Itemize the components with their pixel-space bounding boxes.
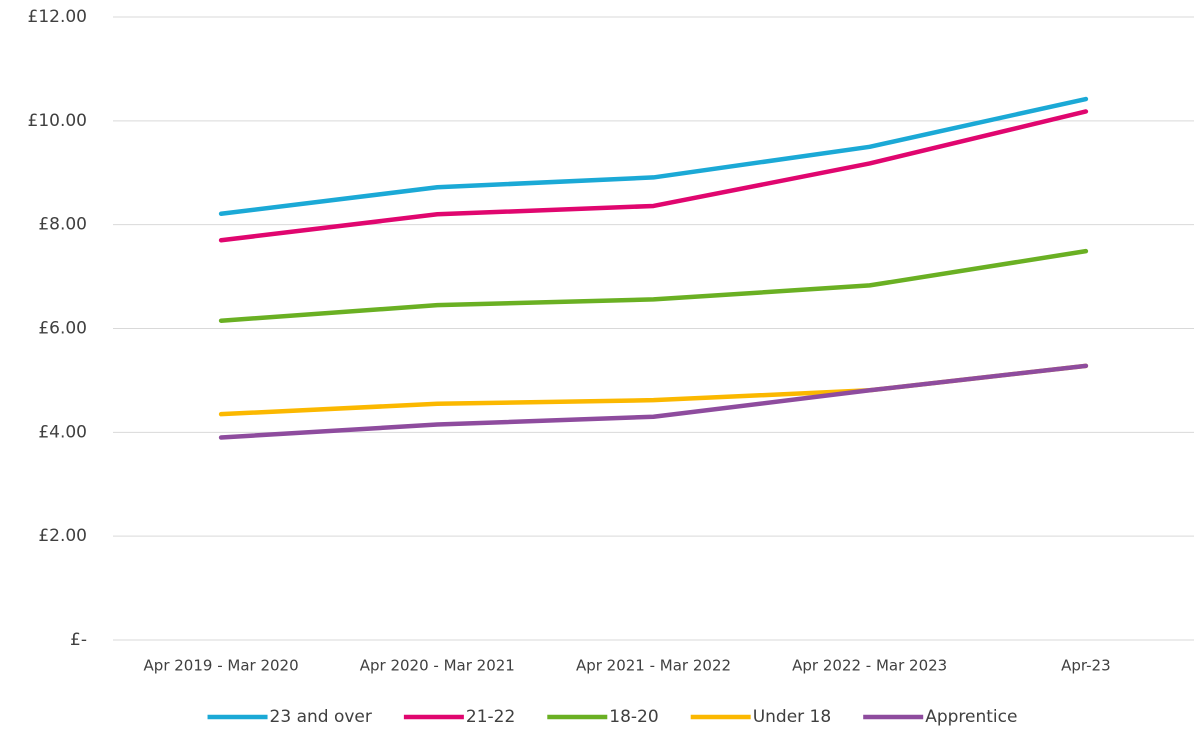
series-line <box>218 96 1089 217</box>
legend-label: 23 and over <box>270 707 372 727</box>
x-tick-label: Apr 2019 - Mar 2020 <box>144 657 299 675</box>
y-tick-label: £- <box>70 630 87 650</box>
x-tick-label: Apr-23 <box>1061 657 1111 675</box>
series-line <box>218 363 1089 417</box>
y-tick-label: £12.00 <box>28 7 87 27</box>
legend-label: 21-22 <box>466 707 515 727</box>
legend-label: Under 18 <box>753 707 832 727</box>
series-line <box>218 248 1089 323</box>
x-tick-label: Apr 2021 - Mar 2022 <box>576 657 731 675</box>
y-tick-label: £4.00 <box>38 422 87 442</box>
y-tick-label: £8.00 <box>38 215 87 235</box>
x-tick-label: Apr 2022 - Mar 2023 <box>792 657 947 675</box>
y-tick-label: £2.00 <box>38 526 87 546</box>
series-line <box>218 109 1089 243</box>
series-line <box>218 363 1089 440</box>
y-tick-label: £6.00 <box>38 319 87 339</box>
y-tick-label: £10.00 <box>28 111 87 131</box>
x-tick-label: Apr 2020 - Mar 2021 <box>360 657 515 675</box>
legend-label: 18-20 <box>609 707 658 727</box>
legend-label: Apprentice <box>925 707 1017 727</box>
